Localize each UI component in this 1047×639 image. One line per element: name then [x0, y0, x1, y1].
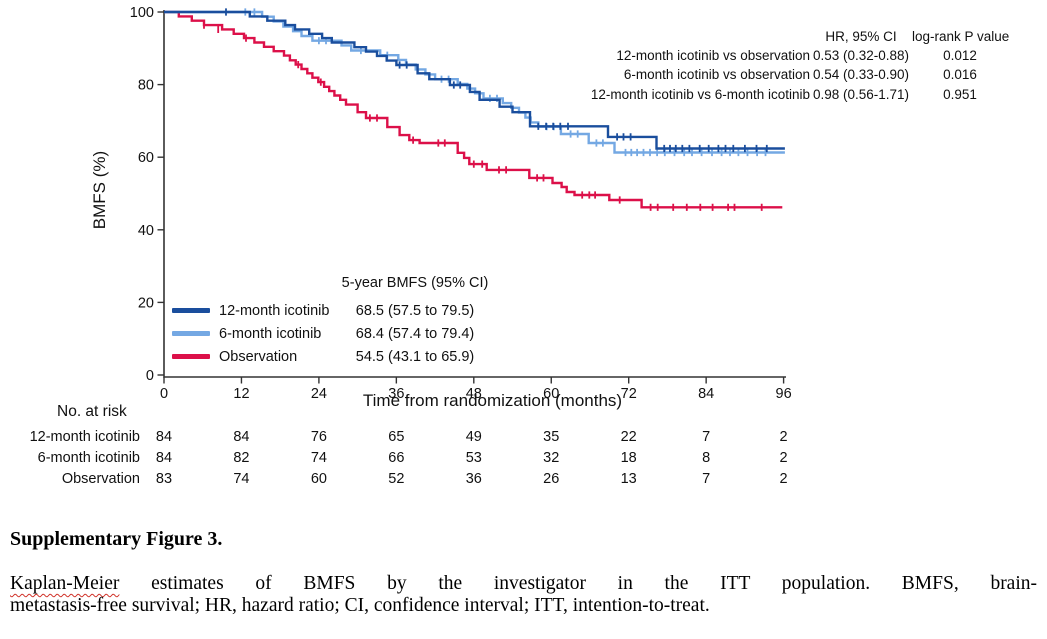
risk-count: 82: [233, 450, 250, 466]
risk-count: 53: [465, 450, 482, 466]
risk-count: 2: [779, 450, 788, 466]
risk-count: 52: [388, 471, 405, 487]
figure-caption: Supplementary Figure 3. Kaplan-Meier est…: [10, 528, 1037, 617]
spellcheck-underlined-word: Kaplan-Meier: [10, 573, 120, 594]
hr-stats-table: HR, 95% CI log-rank P value 12-month ico…: [560, 27, 1010, 104]
risk-count: 7: [702, 471, 711, 487]
legend-header: 5-year BMFS (95% CI): [341, 275, 489, 291]
km-chart-area: 0 20 40 60 80 100 0 12 24 36 48 60 72 84 96 BMFS (%) T…: [29, 5, 1010, 487]
y-tick-label: 0: [146, 368, 154, 384]
x-tick-label: 96: [776, 386, 792, 402]
x-tick-label: 84: [698, 386, 714, 402]
risk-count: 22: [620, 429, 637, 445]
legend-label: Observation: [219, 348, 298, 365]
risk-count: 7: [702, 429, 711, 445]
y-tick-label: 60: [138, 150, 154, 166]
stats-col-header-hr: HR, 95% CI: [825, 29, 897, 45]
legend-swatch: [172, 308, 210, 313]
x-tick-label: 12: [233, 386, 249, 402]
risk-table-title: No. at risk: [57, 403, 127, 420]
legend-item-observation: Observation 54.5 (43.1 to 65.9): [172, 345, 500, 368]
x-tick-label: 72: [621, 386, 637, 402]
risk-count: 84: [155, 429, 173, 445]
x-tick-label: 24: [311, 386, 327, 402]
risk-row-label-observation: Observation: [61, 471, 140, 487]
risk-count: 2: [779, 429, 788, 445]
legend-label: 12-month icotinib: [219, 302, 330, 319]
risk-count: 65: [388, 429, 405, 445]
risk-count: 84: [233, 429, 250, 445]
risk-count: 36: [465, 471, 482, 487]
y-axis-title: BMFS (%): [90, 150, 109, 230]
stats-p-value: 0.012: [943, 48, 977, 64]
risk-count: 74: [310, 450, 327, 466]
legend-5yr-value: 68.4 (57.4 to 79.4): [355, 325, 475, 342]
caption-title: Supplementary Figure 3.: [10, 528, 223, 550]
risk-count: 74: [233, 471, 250, 487]
stats-header-row: HR, 95% CI log-rank P value: [560, 27, 1010, 46]
risk-row-label-6-month-icotinib: 6-month icotinib: [37, 450, 140, 466]
legend-item-12-month-icotinib: 12-month icotinib 68.5 (57.5 to 79.5): [172, 299, 500, 322]
legend: 5-year BMFS (95% CI) 12-month icotinib 68…: [172, 275, 500, 368]
stats-row: 12-month icotinib vs observation 0.53 (0.…: [560, 46, 1008, 65]
risk-count: 18: [620, 450, 637, 466]
risk-count: 2: [779, 471, 788, 487]
stats-row: 6-month icotinib vs observation 0.54 (0.3…: [560, 65, 1008, 84]
risk-count: 13: [620, 471, 637, 487]
risk-count: 35: [543, 429, 560, 445]
legend-5yr-value: 54.5 (43.1 to 65.9): [355, 348, 475, 365]
series-curve-12-month-icotinib: [164, 10, 785, 150]
risk-count: 49: [465, 429, 482, 445]
risk-count: 60: [310, 471, 327, 487]
legend-swatch: [172, 331, 210, 336]
legend-5yr-value: 68.5 (57.5 to 79.5): [355, 302, 475, 319]
risk-count: 8: [702, 450, 711, 466]
caption-line1-rest: estimates of BMFS by the investigator in…: [119, 573, 1037, 594]
y-tick-label: 100: [130, 5, 154, 21]
stats-comparison-label: 6-month icotinib vs observation: [623, 67, 810, 83]
stats-hr-value: 0.54 (0.33-0.90): [812, 67, 910, 83]
stats-p-value: 0.951: [943, 86, 977, 102]
caption-line-2: metastasis-free survival; HR, hazard rat…: [10, 595, 710, 616]
stats-row: 12-month icotinib vs 6-month icotinib 0.9…: [560, 85, 1008, 104]
y-tick-label: 80: [138, 78, 154, 94]
y-tick-label: 20: [138, 295, 154, 311]
stats-hr-value: 0.98 (0.56-1.71): [812, 86, 910, 102]
risk-count: 76: [310, 429, 327, 445]
legend-item-6-month-icotinib: 6-month icotinib 68.4 (57.4 to 79.4): [172, 322, 500, 345]
series-curve-observation: [164, 10, 783, 209]
x-axis-title: Time from randomization (months): [362, 391, 623, 410]
km-chart: 0 20 40 60 80 100 0 12 24 36 48 60 72 84 96: [130, 5, 792, 402]
risk-count: 26: [543, 471, 560, 487]
y-tick-label: 40: [138, 223, 154, 239]
risk-count: 84: [155, 450, 173, 466]
legend-label: 6-month icotinib: [219, 325, 322, 342]
risk-count: 83: [155, 471, 173, 487]
risk-row-label-12-month-icotinib: 12-month icotinib: [29, 429, 140, 445]
censor-ticks-12-month-icotinib: [225, 8, 768, 153]
x-tick-label: 60: [543, 386, 559, 402]
stats-comparison-label: 12-month icotinib vs 6-month icotinib: [590, 86, 810, 102]
risk-count: 32: [543, 450, 560, 466]
x-tick-label: 36: [388, 386, 404, 402]
risk-count: 66: [388, 450, 405, 466]
stats-col-header-p: log-rank P value: [912, 29, 1010, 45]
x-tick-label: 48: [466, 386, 482, 402]
x-tick-label: 0: [160, 386, 168, 402]
legend-swatch: [172, 354, 210, 359]
stats-p-value: 0.016: [943, 67, 977, 83]
caption-line-1: Kaplan-Meier estimates of BMFS by the in…: [10, 573, 1037, 595]
stats-hr-value: 0.53 (0.32-0.88): [812, 48, 910, 64]
censor-ticks-observation: [203, 21, 763, 211]
stats-comparison-label: 12-month icotinib vs observation: [616, 48, 810, 64]
